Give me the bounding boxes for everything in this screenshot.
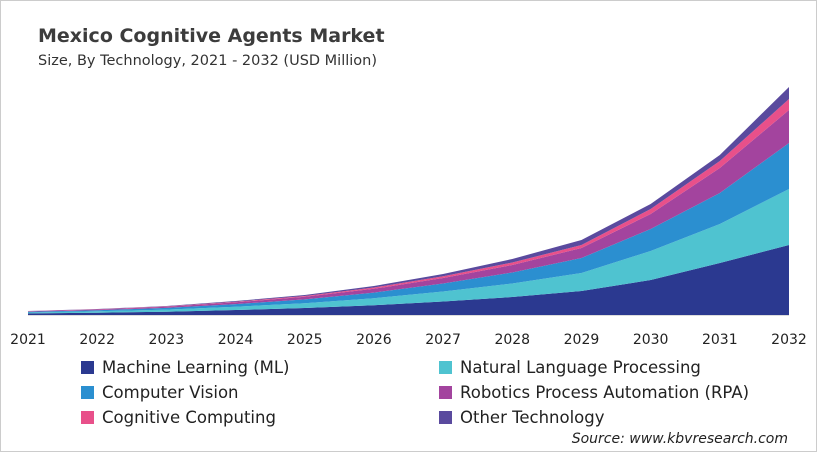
legend-label: Other Technology xyxy=(460,407,605,427)
x-tick-label: 2029 xyxy=(564,332,600,348)
legend-label: Computer Vision xyxy=(102,382,239,402)
legend-label: Cognitive Computing xyxy=(102,407,276,427)
x-tick-label: 2021 xyxy=(10,332,46,348)
legend-item: Robotics Process Automation (RPA) xyxy=(439,382,799,402)
x-tick-label: 2024 xyxy=(218,332,254,348)
chart-subtitle: Size, By Technology, 2021 - 2032 (USD Mi… xyxy=(38,53,378,69)
x-tick-label: 2028 xyxy=(494,332,530,348)
legend-swatch xyxy=(439,360,452,374)
legend-swatch xyxy=(439,410,452,424)
legend-label: Machine Learning (ML) xyxy=(102,357,290,377)
x-tick-label: 2030 xyxy=(633,332,669,348)
legend-item: Other Technology xyxy=(439,407,799,427)
area-series-1 xyxy=(28,189,789,314)
x-tick-label: 2032 xyxy=(771,332,807,348)
legend-item: Computer Vision xyxy=(81,382,439,402)
chart-title: Mexico Cognitive Agents Market xyxy=(38,25,385,47)
areas xyxy=(28,87,789,315)
legend-item: Cognitive Computing xyxy=(81,407,439,427)
legend-swatch xyxy=(81,410,94,424)
legend-swatch xyxy=(81,385,94,399)
x-tick-label: 2031 xyxy=(702,332,738,348)
x-tick-label: 2027 xyxy=(425,332,461,348)
legend-item: Machine Learning (ML) xyxy=(81,357,439,377)
x-tick-label: 2025 xyxy=(287,332,323,348)
legend-label: Robotics Process Automation (RPA) xyxy=(460,382,750,402)
legend: Machine Learning (ML) Natural Language Pr… xyxy=(81,357,799,427)
source-note: Source: www.kbvresearch.com xyxy=(571,431,788,447)
area-series-0 xyxy=(28,245,789,315)
x-tick-label: 2022 xyxy=(79,332,115,348)
x-ticks: 2021 2022 2023 2024 2025 2026 2027 2028 2029 2030… xyxy=(10,332,807,348)
x-tick-label: 2026 xyxy=(356,332,392,348)
x-tick-label: 2023 xyxy=(149,332,185,348)
legend-label: Natural Language Processing xyxy=(460,357,701,377)
legend-swatch xyxy=(81,360,94,374)
legend-swatch xyxy=(439,385,452,399)
legend-item: Natural Language Processing xyxy=(439,357,799,377)
